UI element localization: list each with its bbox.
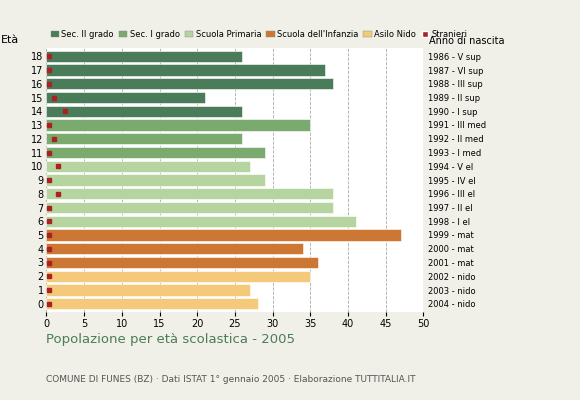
Bar — [46, 202, 333, 213]
Text: Popolazione per età scolastica - 2005: Popolazione per età scolastica - 2005 — [46, 333, 295, 346]
Text: Anno di nascita: Anno di nascita — [429, 36, 505, 46]
Bar — [46, 243, 303, 254]
Bar — [46, 174, 265, 186]
Bar — [46, 78, 333, 89]
Bar — [46, 64, 325, 76]
Bar — [46, 216, 356, 227]
Bar — [46, 161, 250, 172]
Bar — [46, 133, 242, 144]
Bar — [46, 106, 242, 117]
Bar — [46, 51, 242, 62]
Bar — [46, 229, 401, 241]
Text: Età: Età — [1, 35, 19, 45]
Bar — [46, 119, 310, 131]
Bar — [46, 257, 318, 268]
Bar — [46, 271, 310, 282]
Bar — [46, 92, 205, 103]
Bar — [46, 188, 333, 199]
Bar — [46, 298, 258, 309]
Text: COMUNE DI FUNES (BZ) · Dati ISTAT 1° gennaio 2005 · Elaborazione TUTTITALIA.IT: COMUNE DI FUNES (BZ) · Dati ISTAT 1° gen… — [46, 375, 416, 384]
Bar — [46, 147, 265, 158]
Legend: Sec. II grado, Sec. I grado, Scuola Primaria, Scuola dell'Infanzia, Asilo Nido, : Sec. II grado, Sec. I grado, Scuola Prim… — [50, 30, 468, 38]
Bar — [46, 284, 250, 296]
